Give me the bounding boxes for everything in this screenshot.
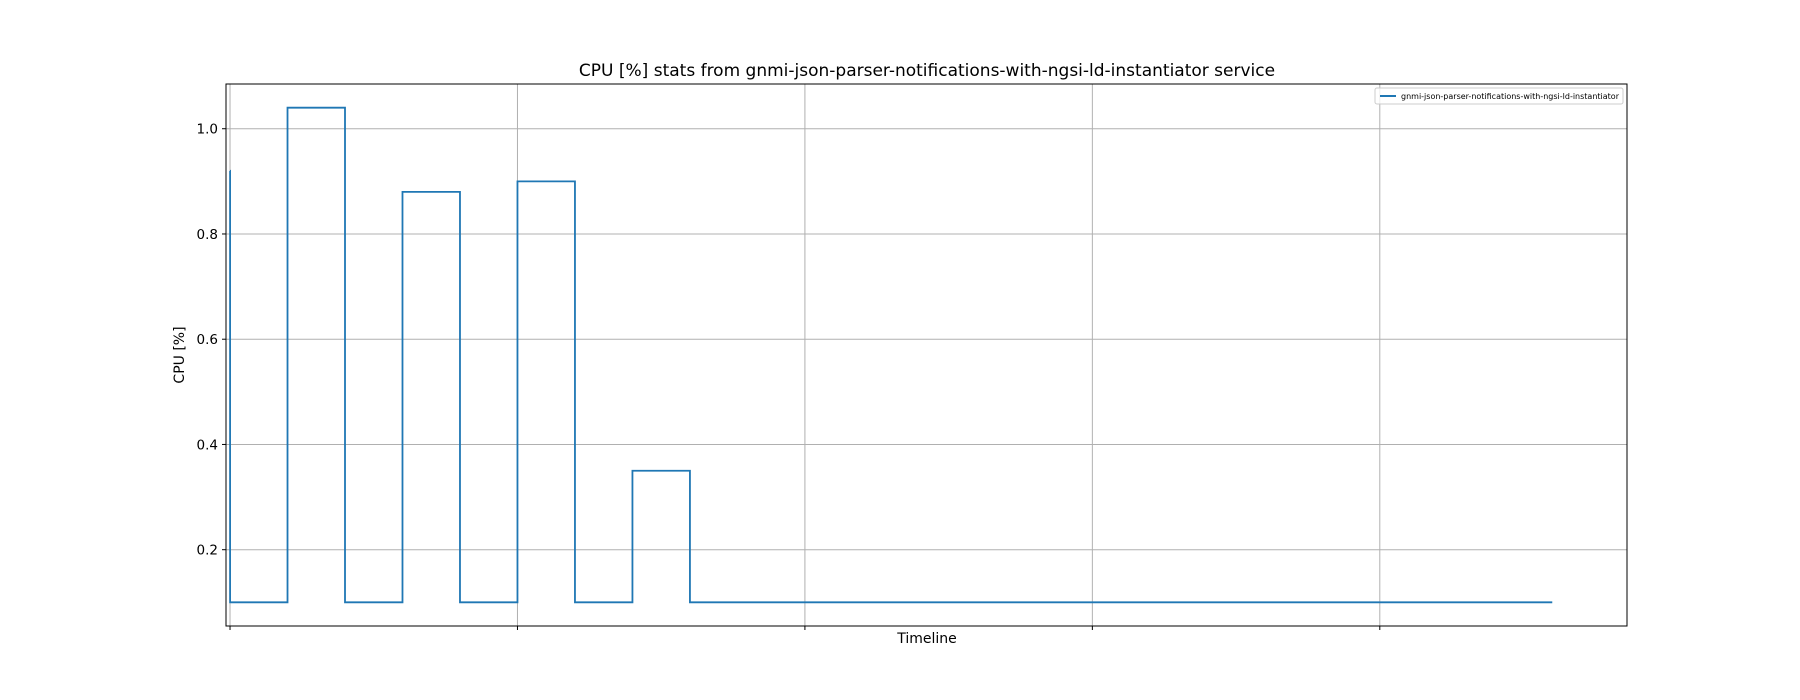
y-tick-label: 0.6 (197, 332, 218, 348)
legend: gnmi-json-parser-notifications-with-ngsi… (1374, 87, 1624, 105)
series-line (229, 106, 1553, 604)
grid-lines (226, 84, 1627, 626)
legend-box (1374, 87, 1624, 105)
y-axis-label: CPU [%] (172, 326, 188, 383)
x-axis-label: Timeline (896, 631, 957, 647)
y-tick-label: 0.4 (197, 437, 218, 453)
y-tick-label: 0.2 (197, 543, 218, 559)
plot-frame (225, 83, 1628, 627)
chart-title: CPU [%] stats from gnmi-json-parser-noti… (579, 61, 1275, 81)
legend-label: gnmi-json-parser-notifications-with-ngsi… (1401, 92, 1620, 101)
y-tick-label: 0.8 (197, 227, 218, 243)
series-layer (229, 106, 1553, 604)
y-ticks: 0.2 0.4 0.6 0.8 1.0 (197, 122, 1381, 630)
y-tick-label: 1.0 (197, 122, 218, 138)
